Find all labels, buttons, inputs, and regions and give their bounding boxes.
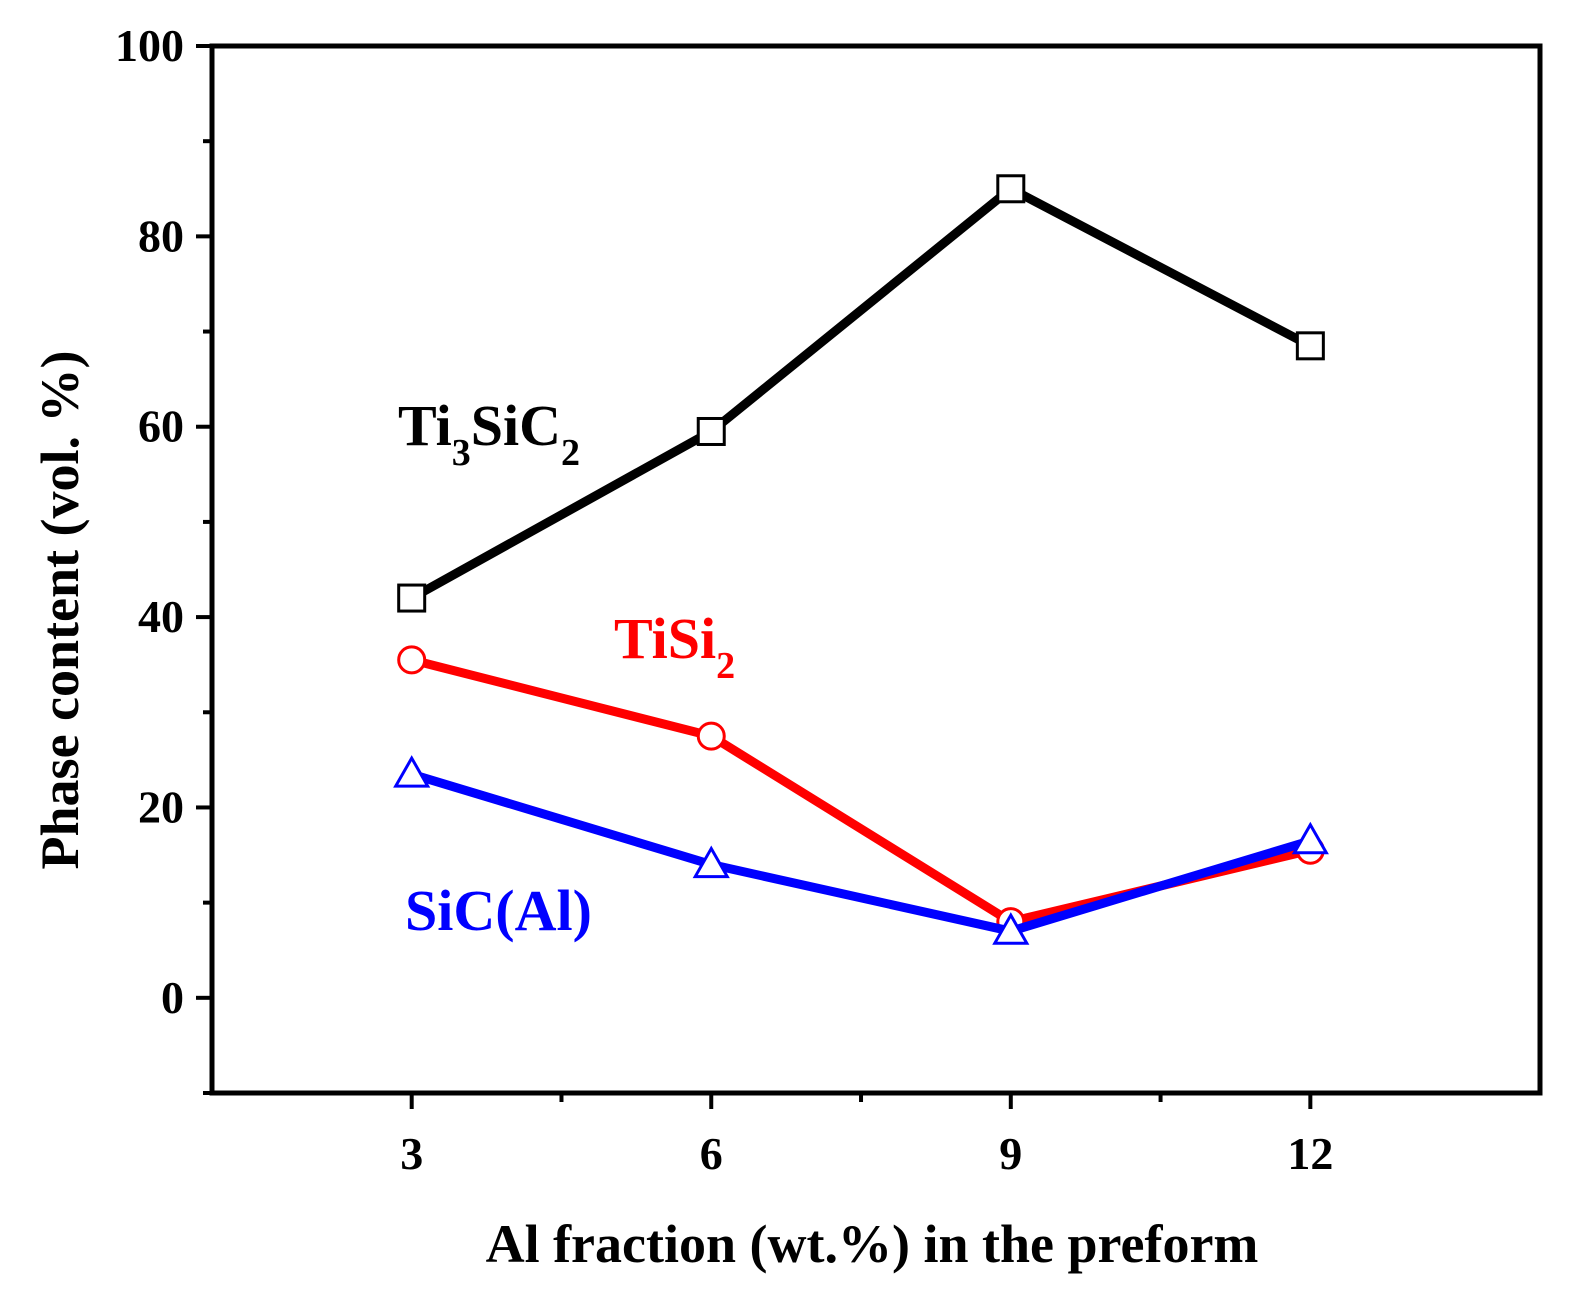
data-point-ti3sic2 (1295, 331, 1325, 361)
axis-ticks: 0 20 40 60 80 100 3 6 9 12 (115, 20, 1333, 1179)
data-point-sic-al (393, 755, 431, 788)
data-point-sic-al (1291, 821, 1329, 855)
x-tick-label: 12 (1287, 1128, 1333, 1179)
y-tick-label: 100 (115, 20, 184, 71)
y-tick-label: 20 (138, 781, 184, 832)
y-tick-label: 80 (138, 210, 184, 261)
data-point-tisi2 (397, 645, 427, 675)
series-line-ti3sic2 (409, 183, 1313, 602)
data-point-ti3sic2 (397, 583, 427, 613)
series-label-ti3sic2-sub2: 2 (561, 432, 580, 474)
series-label-ti3sic2-main: Ti (398, 393, 452, 458)
series-label-tisi2-sub: 2 (716, 645, 735, 687)
series-label-sic-al: SiC(Al) (405, 878, 592, 943)
y-tick-label: 0 (161, 972, 184, 1023)
series-line-sic-al (410, 769, 1312, 936)
y-axis-title: Phase content (vol. %) (30, 351, 90, 870)
x-tick-label: 3 (400, 1128, 423, 1179)
series-label-ti3sic2-mid: SiC (471, 393, 561, 458)
data-point-sic-al (692, 845, 730, 879)
y-tick-label: 40 (138, 591, 184, 642)
x-tick-label: 6 (700, 1128, 723, 1179)
series-label-tisi2-main: TiSi (614, 606, 716, 671)
series-label-tisi2: TiSi2 (614, 606, 735, 687)
data-point-ti3sic2 (696, 416, 726, 446)
data-point-tisi2 (696, 721, 726, 751)
y-tick-label: 60 (138, 401, 184, 452)
x-axis-title: Al fraction (wt.%) in the preform (486, 1214, 1259, 1274)
data-point-sic-al (992, 912, 1030, 945)
series-layer (393, 174, 1329, 945)
x-tick-label: 9 (999, 1128, 1022, 1179)
series-label-ti3sic2-sub1: 3 (452, 432, 471, 474)
plot-frame (209, 43, 1543, 1096)
series-label-ti3sic2: Ti3SiC2 (398, 393, 580, 474)
data-point-ti3sic2 (996, 174, 1026, 204)
